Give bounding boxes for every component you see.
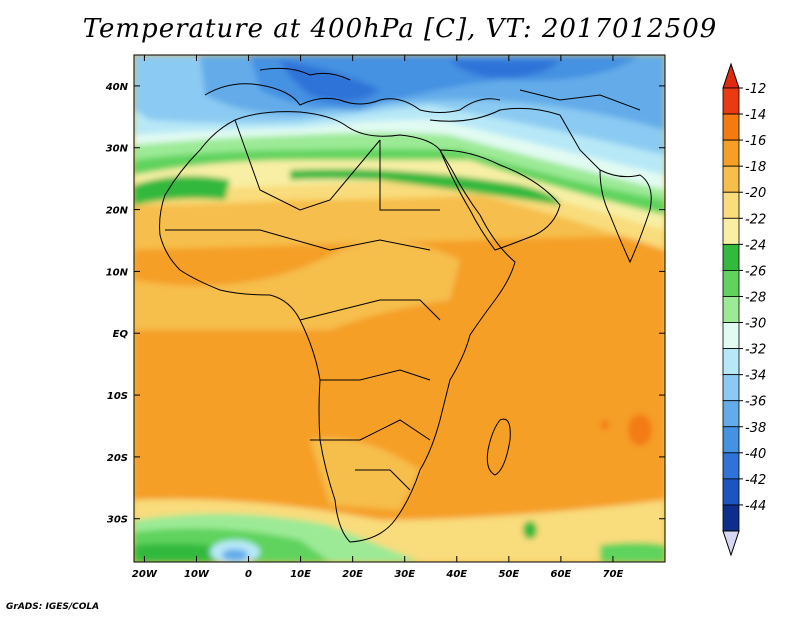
lon-label: 20W [132,569,158,580]
colorbar-swatch [722,452,740,480]
latitude-axis: 40N 30N 20N 10N EQ 10S 20S 30S [105,82,665,526]
colorbar-swatch [722,296,740,323]
colorbar-swatch [722,113,740,141]
colorbar-swatch [722,139,740,167]
lon-label: 60E [551,569,572,580]
lon-label: 40E [445,569,467,580]
colorbar-label: -28 [745,290,766,305]
lon-label: 30E [394,569,415,580]
colorbar-label: -44 [745,499,766,514]
longitude-axis: 20W 10W 0 10E 20E 30E 40E 50E 60E 70E [132,55,624,580]
colorbar-swatch [722,322,740,349]
lat-label: 30S [107,515,128,526]
colorbar-label: -40 [745,447,766,462]
lat-label: 30N [106,144,129,155]
colorbar-swatch [722,191,740,219]
lat-label: 10N [106,267,129,278]
colorbar-label: -34 [745,369,766,384]
colorbar-label: -16 [745,134,766,149]
lat-label: 10S [107,391,128,402]
colorbar: -12 -14 -16 -18 -20 -22 -24 -26 -28 -30 -32 -34 -36 -… [722,62,766,557]
colorbar-label: -32 [745,343,766,358]
plot-frame [133,54,666,563]
colorbar-swatch [722,426,740,454]
lon-label: 50E [498,569,519,580]
colorbar-swatch [722,270,740,297]
colorbar-label: -12 [745,82,766,97]
colorbar-label: -26 [745,264,766,279]
colorbar-label: -24 [745,238,766,253]
colorbar-label: -14 [745,108,766,123]
colorbar-swatch [722,165,740,193]
colorbar-label: -38 [745,421,766,436]
lon-label: 10E [290,569,311,580]
lon-label: 20E [342,569,363,580]
grads-credit: GrADS: IGES/COLA [6,602,100,612]
colorbar-label: -30 [745,317,766,332]
colorbar-swatch [722,478,740,506]
colorbar-label: -36 [745,395,766,410]
colorbar-swatch [722,374,740,402]
map-title: Temperature at 400hPa [C], VT: 201701250… [82,14,718,44]
colorbar-label: -42 [745,473,766,488]
colorbar-bottom-arrow [722,530,740,557]
lat-label: 40N [105,82,129,93]
colorbar-swatch [722,400,740,428]
lon-label: 0 [245,569,252,580]
lon-label: 70E [603,569,624,580]
colorbar-swatch [722,217,740,245]
coastlines [159,67,652,543]
colorbar-label: -22 [745,212,766,227]
temperature-field [134,55,665,562]
colorbar-swatch [722,348,740,376]
lat-label: 20S [107,453,128,464]
lat-label: 20N [106,206,129,217]
lat-label: EQ [113,329,129,340]
colorbar-swatch [722,87,740,115]
colorbar-label: -20 [745,186,766,201]
colorbar-swatch [722,243,740,271]
lon-label: 10W [184,569,210,580]
colorbar-swatch [722,504,740,532]
colorbar-top-arrow [722,62,740,89]
colorbar-label: -18 [745,160,766,175]
